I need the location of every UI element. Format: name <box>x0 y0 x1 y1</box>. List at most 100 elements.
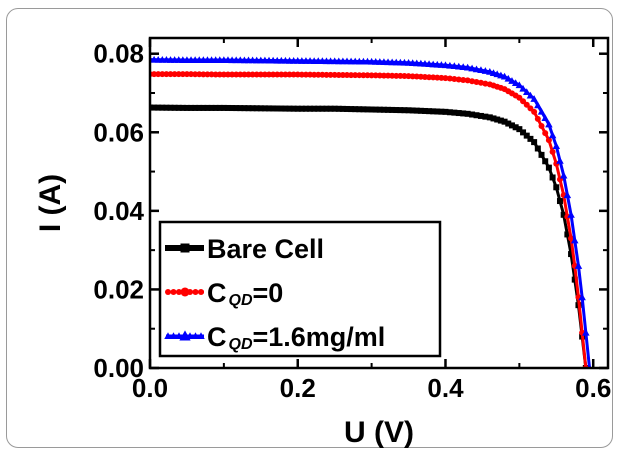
data-point <box>469 111 476 118</box>
series-1 <box>150 71 589 368</box>
data-point <box>302 105 309 112</box>
legend-entry: C QD=0 <box>165 278 283 309</box>
data-point <box>508 122 515 129</box>
data-point <box>413 107 420 114</box>
data-point <box>468 64 476 72</box>
data-point <box>508 77 516 84</box>
data-point <box>473 112 480 119</box>
data-point <box>339 105 346 112</box>
data-point <box>348 106 355 113</box>
data-point <box>261 71 268 78</box>
data-point <box>549 174 556 181</box>
data-point <box>171 71 178 78</box>
data-point <box>253 105 260 112</box>
data-point <box>473 79 480 85</box>
data-point <box>409 107 416 114</box>
data-point <box>224 71 231 78</box>
data-point <box>294 105 301 112</box>
data-point <box>171 104 178 111</box>
data-point <box>542 158 549 165</box>
data-point <box>343 105 350 112</box>
data-point <box>261 105 268 112</box>
data-point <box>188 104 195 111</box>
data-point <box>497 117 504 124</box>
data-point <box>286 105 293 112</box>
y-tick-label: 0.00 <box>93 353 144 383</box>
data-point <box>538 123 545 129</box>
data-point <box>170 289 177 295</box>
data-point <box>482 113 489 120</box>
data-point <box>229 71 236 78</box>
data-point <box>356 106 363 113</box>
data-point <box>311 105 318 112</box>
data-point <box>274 71 281 78</box>
data-point <box>490 115 497 122</box>
data-point <box>552 142 561 150</box>
x-tick-label: 0.6 <box>575 373 611 403</box>
data-point <box>372 106 379 113</box>
data-point <box>241 105 248 112</box>
data-point <box>534 101 542 109</box>
data-point <box>151 71 158 78</box>
data-point <box>257 105 264 112</box>
data-point <box>266 71 273 78</box>
data-point <box>327 105 334 112</box>
data-point <box>167 104 174 111</box>
data-point <box>494 116 501 123</box>
data-point <box>175 71 182 78</box>
data-point <box>155 71 162 78</box>
data-point <box>426 108 433 115</box>
data-point <box>175 332 183 339</box>
data-point <box>486 114 493 121</box>
data-point <box>438 108 445 115</box>
data-point <box>568 235 575 242</box>
data-point <box>196 104 203 111</box>
data-point <box>220 104 227 111</box>
data-point <box>376 106 383 113</box>
data-point <box>464 77 471 84</box>
data-point <box>198 289 204 295</box>
data-point <box>451 76 458 83</box>
data-point <box>155 104 162 111</box>
data-point <box>559 171 568 179</box>
data-point <box>170 245 177 251</box>
data-point <box>183 104 190 111</box>
data-point <box>298 105 305 112</box>
x-tick-label: 0.4 <box>427 373 464 403</box>
data-point <box>530 95 538 102</box>
data-point <box>249 105 256 112</box>
series-0 <box>150 104 589 368</box>
x-tick-label: 0.0 <box>132 373 168 403</box>
data-point <box>368 106 375 113</box>
data-point <box>335 105 342 112</box>
data-point <box>560 211 567 218</box>
data-point <box>216 104 223 111</box>
data-point <box>481 67 490 74</box>
data-point <box>397 107 404 114</box>
data-point <box>527 135 534 142</box>
data-point <box>511 79 520 86</box>
x-tick-label: 0.2 <box>280 373 316 403</box>
data-point <box>167 71 174 78</box>
data-point <box>477 79 484 86</box>
data-point <box>249 71 256 78</box>
data-point <box>175 104 182 111</box>
data-point <box>208 104 215 111</box>
data-point <box>548 131 557 139</box>
legend-label: C QD=0 <box>207 278 283 309</box>
data-point <box>446 61 454 69</box>
data-point <box>545 164 552 171</box>
data-point <box>568 251 575 258</box>
data-point <box>380 106 387 113</box>
data-point <box>582 328 590 336</box>
data-point <box>505 120 512 127</box>
data-point <box>163 104 170 111</box>
data-point <box>538 151 545 158</box>
data-point <box>331 105 338 112</box>
data-point <box>176 289 182 295</box>
data-point <box>315 105 322 112</box>
data-point <box>352 106 359 113</box>
data-point <box>360 106 367 113</box>
legend-label: C QD=1.6mg/ml <box>207 322 385 353</box>
data-point <box>200 104 207 111</box>
